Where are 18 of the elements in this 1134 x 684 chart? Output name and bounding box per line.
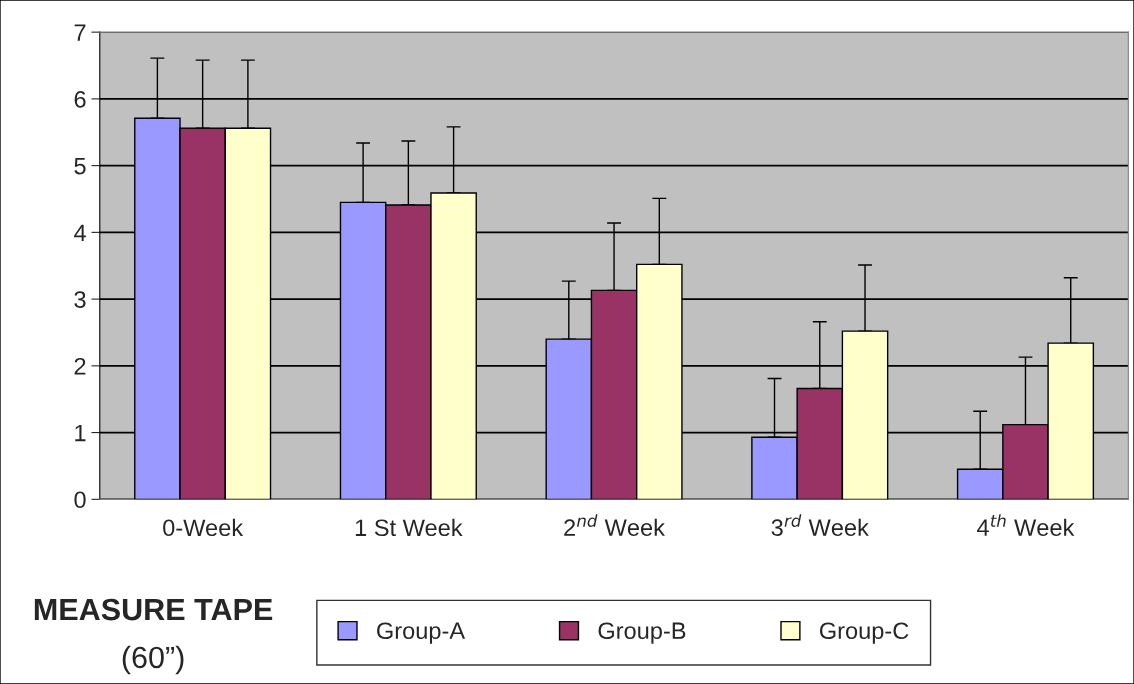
text: MEASURE TAPE xyxy=(34,598,273,621)
y-tick-label: 4 xyxy=(74,224,86,241)
y-tick-label: 2 xyxy=(74,357,86,375)
y-tick-label: 0 xyxy=(74,491,86,509)
y-tick-label: 3 xyxy=(74,291,86,308)
text: (60”) xyxy=(122,645,184,675)
x-tick-label: 0-Week xyxy=(163,518,244,537)
y-tick-label: 5 xyxy=(74,157,86,175)
x-tick-label: 1 St Week xyxy=(355,518,463,537)
legend-label: Group-A xyxy=(377,622,466,644)
x-tick-label: 3$^{rd}$ Week xyxy=(771,514,869,536)
x-tick-label: 2$^{nd}$ Week xyxy=(564,514,665,536)
legend-label: Group-C xyxy=(819,622,909,644)
y-tick-label: 1 xyxy=(75,424,86,442)
y-tick-label: 7 xyxy=(74,24,86,41)
legend-label: Group-B xyxy=(598,622,686,644)
x-tick-label: 4$^{th}$ Week xyxy=(977,514,1075,536)
y-tick-label: 6 xyxy=(74,90,86,108)
